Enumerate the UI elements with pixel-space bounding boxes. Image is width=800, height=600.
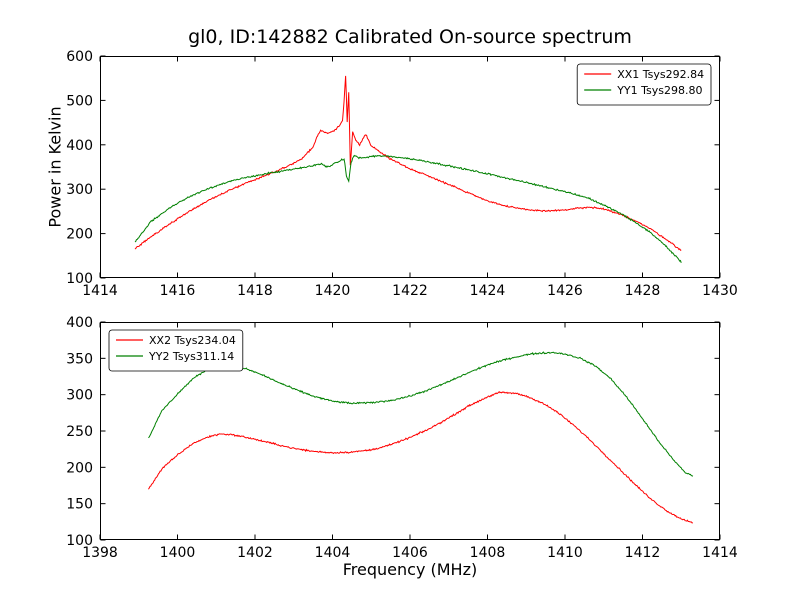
y-tick-label: 350 [66,351,93,367]
x-tick-label: 1428 [625,283,661,299]
legend-label: YY1 Tsys298.80 [616,84,702,97]
y-tick-label: 100 [66,271,93,287]
y-tick-label: 300 [66,388,93,404]
legend-label: XX2 Tsys234.04 [149,334,236,347]
axes-canvas: 1398 1400 1402 1404 1406 1408 1410 1412 1414 100 1… [66,315,738,561]
bottom-spectrum-plot: 1398 1400 1402 1404 1406 1408 1410 1412 1414 100 1… [66,315,738,561]
x-tick-label: 1404 [315,545,351,561]
x-tick-label: 1416 [160,283,196,299]
y-tick-label: 150 [66,497,93,513]
y-tick-label: 250 [66,424,93,440]
x-tick-label: 1402 [237,545,273,561]
x-tick-label: 1424 [470,283,506,299]
x-tick-label: 1422 [392,283,428,299]
x-tick-label: 1426 [547,283,583,299]
x-axis-label: Frequency (MHz) [342,560,478,579]
x-tick-label: 1398 [82,545,118,561]
x-tick-label: 1430 [702,283,738,299]
x-tick-label: 1420 [315,283,351,299]
x-tick-label: 1408 [470,545,506,561]
axes-canvas: 1414 1416 1418 1420 1422 1424 1426 1428 1430 100 2… [66,49,738,299]
x-tick-label: 1406 [392,545,428,561]
x-tick-label: 1414 [702,545,738,561]
series-line-XX2 [148,390,693,524]
series-line-XX1 [134,75,682,251]
legend-label: YY2 Tsys311.14 [148,350,234,363]
y-tick-label: 400 [66,138,93,154]
plot-title: gl0, ID:142882 Calibrated On-source spec… [188,26,632,48]
series-line-YY1 [134,154,682,263]
x-tick-label: 1400 [160,545,196,561]
y-axis-label: Power in Kelvin [45,106,65,228]
x-tick-label: 1412 [625,545,661,561]
y-tick-label: 200 [66,460,93,476]
x-tick-label: 1414 [82,283,118,299]
y-tick-label: 500 [66,93,93,109]
top-spectrum-plot: 1414 1416 1418 1420 1422 1424 1426 1428 1430 100 2… [66,49,738,299]
y-tick-label: 400 [66,315,93,331]
y-tick-label: 200 [66,227,93,243]
y-tick-label: 100 [66,533,93,549]
y-tick-label: 600 [66,49,93,65]
legend-label: XX1 Tsys292.84 [617,68,704,81]
y-tick-label: 300 [66,182,93,198]
x-tick-label: 1410 [547,545,583,561]
x-tick-label: 1418 [237,283,273,299]
